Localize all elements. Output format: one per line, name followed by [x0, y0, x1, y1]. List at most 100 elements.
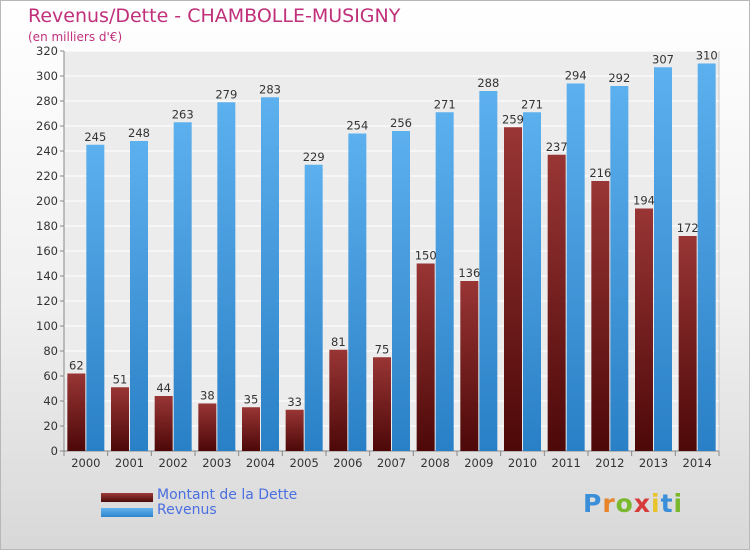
bar-dette	[242, 407, 260, 451]
data-label-revenus: 271	[521, 97, 543, 111]
data-label-revenus: 245	[84, 130, 106, 144]
data-label-revenus: 310	[696, 49, 718, 63]
bar-revenus	[86, 144, 105, 451]
data-label-revenus: 288	[477, 76, 499, 90]
x-tick-label: 2009	[464, 456, 493, 470]
x-tick-label: 2012	[595, 456, 624, 470]
bar-revenus	[304, 164, 323, 451]
y-tick-label: 20	[43, 419, 58, 433]
y-tick-label: 180	[36, 219, 58, 233]
y-tick-label: 100	[36, 319, 58, 333]
y-tick-label: 0	[51, 444, 58, 458]
bar-revenus	[130, 141, 148, 451]
bar-revenus	[654, 67, 672, 451]
chart-subtitle: (en milliers d'€)	[28, 30, 123, 44]
bar-revenus	[173, 122, 192, 451]
logo-letter: r	[602, 489, 616, 518]
legend-swatch-dette	[101, 493, 153, 502]
bar-dette	[373, 357, 391, 451]
data-label-dette: 81	[331, 335, 346, 349]
logo-letter: x	[633, 489, 651, 518]
y-tick-label: 200	[36, 194, 58, 208]
x-tick-label: 2005	[290, 456, 319, 470]
logo-letter: i	[651, 489, 661, 518]
bar-dette	[67, 373, 86, 451]
data-label-dette: 44	[156, 381, 171, 395]
x-tick-label: 2000	[71, 456, 100, 470]
data-label-revenus: 263	[172, 107, 194, 121]
y-tick-label: 160	[36, 244, 58, 258]
logo-letter: t	[660, 489, 674, 518]
data-label-revenus: 279	[215, 87, 237, 101]
bar-dette	[635, 208, 653, 451]
bar-dette	[154, 396, 173, 451]
bar-dette	[547, 154, 566, 451]
data-label-dette: 237	[546, 140, 568, 154]
y-tick-label: 260	[36, 119, 58, 133]
logo-letter: P	[583, 489, 603, 518]
data-label-revenus: 283	[259, 82, 281, 96]
data-label-dette: 38	[200, 389, 215, 403]
y-tick-label: 300	[36, 69, 58, 83]
data-label-dette: 194	[633, 194, 655, 208]
data-label-dette: 62	[69, 359, 84, 373]
data-label-revenus: 292	[608, 71, 630, 85]
x-tick-label: 2003	[202, 456, 231, 470]
legend-swatch-revenus	[101, 508, 153, 517]
bar-dette	[285, 409, 304, 451]
bar-revenus	[217, 102, 236, 451]
x-tick-label: 2007	[377, 456, 406, 470]
y-tick-label: 140	[36, 269, 58, 283]
logo-letter: o	[615, 489, 634, 518]
x-tick-label: 2004	[246, 456, 275, 470]
bar-revenus	[479, 91, 498, 451]
bar-revenus	[261, 97, 279, 451]
bar-dette	[678, 236, 697, 451]
data-label-revenus: 229	[303, 150, 325, 164]
proxiti-logo: Proxiti	[583, 489, 683, 518]
bar-revenus	[435, 112, 454, 451]
x-tick-label: 2010	[508, 456, 537, 470]
x-tick-label: 2006	[333, 456, 362, 470]
bar-revenus	[697, 63, 716, 451]
bar-revenus	[348, 133, 367, 451]
data-label-revenus: 307	[652, 52, 674, 66]
bar-revenus	[610, 86, 629, 451]
data-label-revenus: 248	[128, 126, 150, 140]
x-tick-label: 2001	[115, 456, 144, 470]
logo-letter: i	[673, 489, 684, 518]
legend-label-revenus: Revenus	[157, 502, 217, 518]
data-label-dette: 136	[458, 266, 480, 280]
data-label-revenus: 271	[434, 97, 456, 111]
bar-dette	[591, 181, 610, 451]
x-tick-label: 2011	[552, 456, 581, 470]
bar-dette	[460, 281, 479, 451]
y-tick-label: 320	[36, 44, 58, 58]
data-label-dette: 216	[589, 166, 611, 180]
x-tick-label: 2008	[421, 456, 450, 470]
x-tick-label: 2002	[159, 456, 188, 470]
bar-revenus	[392, 131, 410, 451]
y-tick-label: 220	[36, 169, 58, 183]
chart-title: Revenus/Dette - CHAMBOLLE-MUSIGNY	[28, 5, 401, 27]
y-tick-label: 80	[43, 344, 58, 358]
data-label-dette: 75	[375, 342, 390, 356]
data-label-dette: 172	[677, 221, 699, 235]
data-label-dette: 259	[502, 112, 524, 126]
legend-label-dette: Montant de la Dette	[157, 487, 298, 503]
data-label-revenus: 254	[346, 119, 368, 133]
bar-dette	[504, 127, 522, 451]
data-label-dette: 35	[244, 392, 259, 406]
bar-revenus	[566, 83, 585, 451]
data-label-dette: 51	[113, 372, 128, 386]
y-tick-label: 120	[36, 294, 58, 308]
data-label-revenus: 256	[390, 116, 412, 130]
data-label-dette: 150	[415, 249, 437, 263]
bar-dette	[198, 403, 217, 451]
y-tick-label: 240	[36, 144, 58, 158]
bar-dette	[111, 387, 129, 451]
bar-revenus	[523, 112, 541, 451]
x-tick-label: 2014	[683, 456, 712, 470]
